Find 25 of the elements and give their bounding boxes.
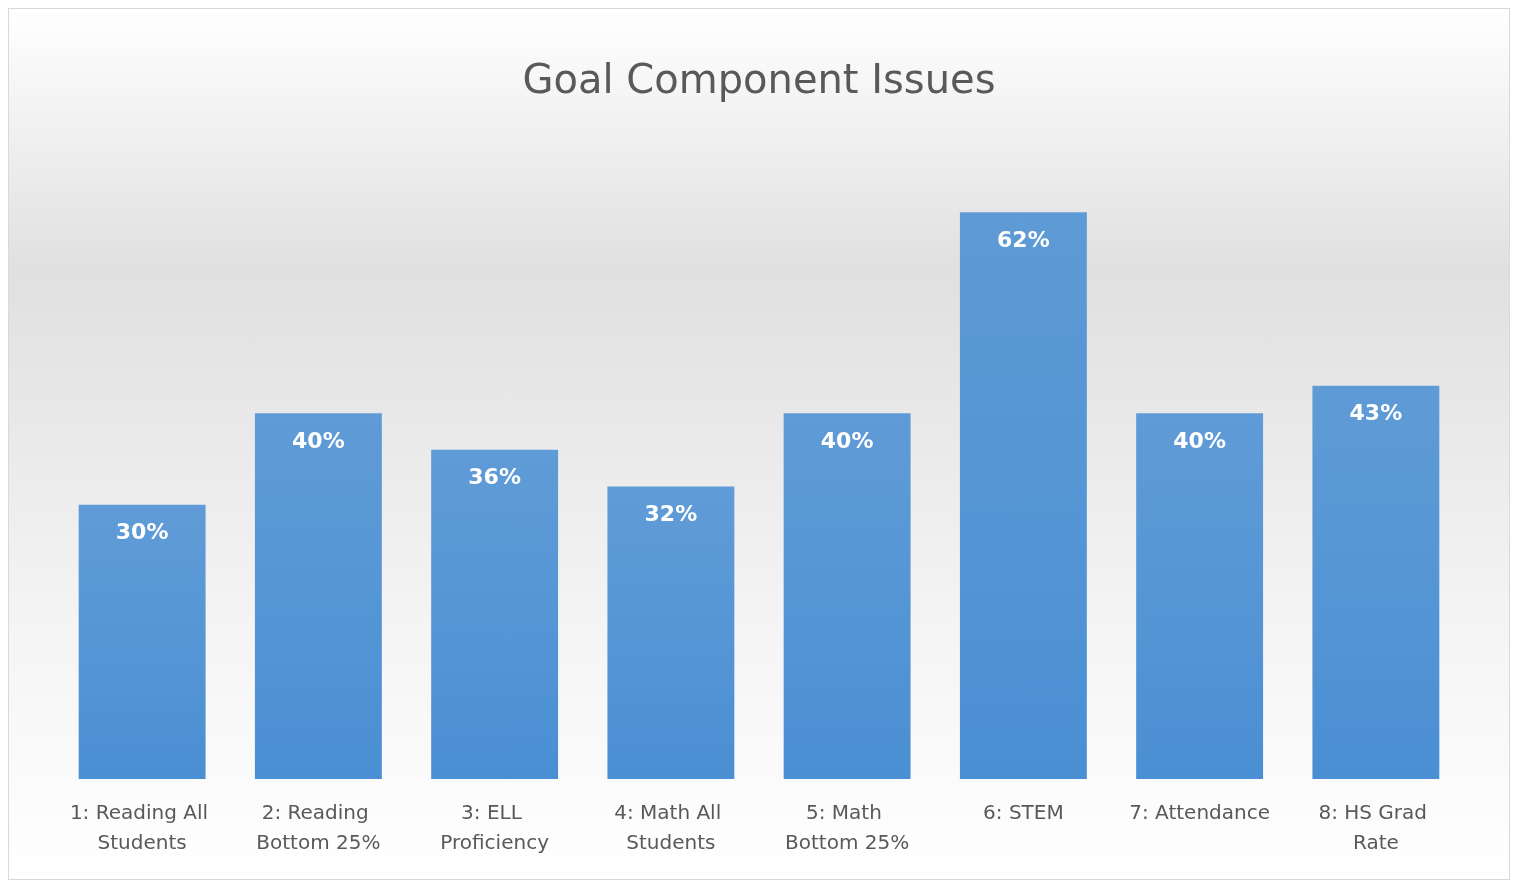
data-label: 43% xyxy=(1349,400,1403,426)
bar xyxy=(1136,413,1264,779)
x-tick-label: 2: Reading Bottom 25% xyxy=(256,800,381,854)
data-label: 40% xyxy=(1173,427,1226,453)
x-tick-label: 1: Reading All Students xyxy=(69,800,215,854)
x-tick-label: 5: Math Bottom 25% xyxy=(785,800,910,854)
bar xyxy=(254,413,382,779)
x-tick-label: 7: Attendance xyxy=(1129,800,1270,824)
data-label: 30% xyxy=(115,519,169,545)
bar xyxy=(78,504,206,779)
data-label: 36% xyxy=(468,464,521,490)
data-label: 40% xyxy=(292,427,345,453)
x-tick-label: 3: ELL Proficiency xyxy=(440,800,550,854)
bar xyxy=(607,486,735,779)
data-label: 40% xyxy=(820,427,874,453)
x-tick-label: 8: HS Grad Rate xyxy=(1318,800,1434,854)
x-tick-label: 6: STEM xyxy=(983,800,1064,824)
bar xyxy=(959,212,1087,779)
data-label: 32% xyxy=(644,500,698,526)
x-tick-label: 4: Math All Students xyxy=(614,800,728,854)
bar xyxy=(1312,385,1440,779)
data-label: 62% xyxy=(997,226,1050,252)
bar xyxy=(783,413,911,779)
bar xyxy=(431,449,559,779)
chart-title: Goal Component Issues xyxy=(522,56,996,102)
